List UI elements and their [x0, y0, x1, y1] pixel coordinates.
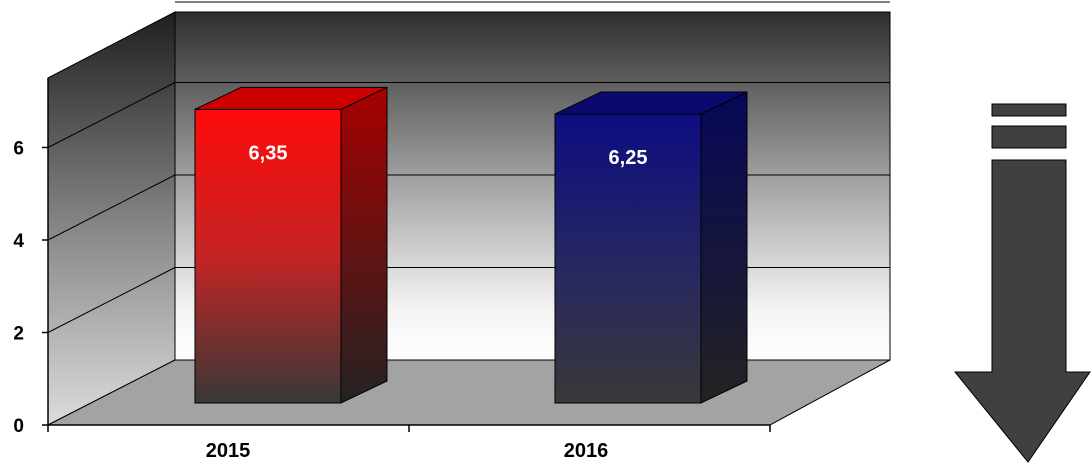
bar-side: [700, 91, 748, 404]
y-tick-label: 0: [13, 416, 24, 437]
arrow-bar-top: [991, 103, 1067, 117]
bar-2016: 6,25: [554, 91, 748, 404]
y-tick-label: 6: [13, 139, 24, 160]
floor: [47, 359, 891, 426]
x-tick-label: 2016: [564, 440, 609, 462]
y-axis-ticks: 0 2 4 6: [13, 139, 48, 437]
down-arrow-icon: [953, 103, 1091, 463]
bar-top: [194, 86, 388, 110]
gridline-side-3: [47, 82, 176, 148]
bar-front: [194, 108, 342, 404]
bar-2015: 6,35: [194, 86, 388, 404]
bar-top: [554, 91, 748, 115]
side-wall: [47, 11, 176, 426]
y-tick-label: 4: [13, 231, 24, 252]
gridline-side-1: [47, 267, 176, 333]
gridline-side-2: [47, 174, 176, 241]
x-axis-ticks: 2015 2016: [47, 425, 771, 462]
data-label: 6,35: [249, 142, 288, 164]
data-label: 6,25: [609, 147, 648, 169]
bars: 6,35 6,25: [194, 86, 748, 404]
y-tick-label: 2: [13, 324, 24, 345]
arrow-shaft-head: [953, 159, 1091, 463]
arrow-bar-middle: [991, 125, 1067, 149]
x-tick-label: 2015: [206, 440, 251, 462]
bar-side: [340, 86, 388, 404]
